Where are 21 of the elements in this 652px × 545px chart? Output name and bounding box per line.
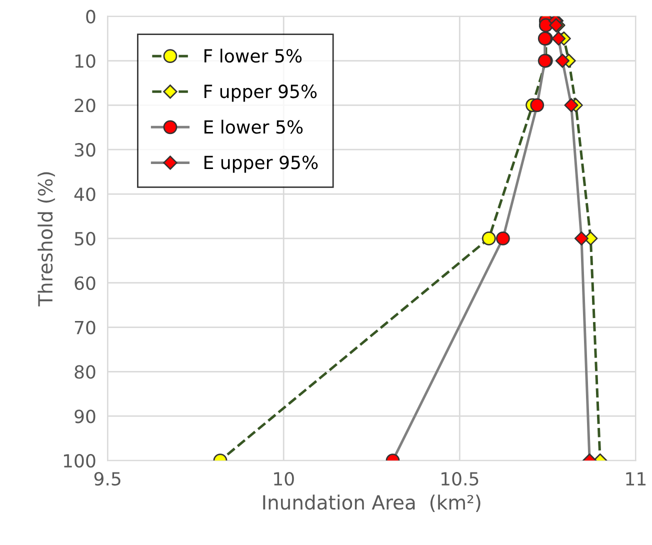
x-axis-title: Inundation Area (km²) — [263, 494, 480, 512]
legend-label: F upper 95% — [204, 84, 317, 102]
y-tick-label: 80 — [74, 365, 96, 379]
y-axis-title: Threshold (%) — [38, 172, 55, 306]
y-tick-label: 10 — [75, 54, 96, 68]
y-tick-label: 30 — [74, 143, 96, 157]
y-tick-label: 100 — [64, 454, 96, 468]
x-tick-label: 11 — [626, 472, 646, 486]
y-tick-label: 40 — [74, 187, 96, 202]
y-tick-label: 70 — [74, 320, 96, 334]
x-tick-label: 10.5 — [442, 472, 478, 486]
x-tick-label: 9.5 — [94, 472, 120, 486]
y-tick-label: 60 — [74, 276, 96, 290]
legend-label: E lower 5% — [204, 120, 303, 134]
y-tick-label: 20 — [74, 98, 96, 112]
x-tick-label: 10 — [274, 472, 294, 486]
y-tick-label: 90 — [74, 410, 96, 424]
legend-label: F lower 5% — [204, 48, 302, 63]
y-tick-label: 0 — [86, 10, 96, 24]
legend-label: E upper 95% — [204, 156, 318, 173]
y-tick-label: 50 — [74, 232, 96, 246]
